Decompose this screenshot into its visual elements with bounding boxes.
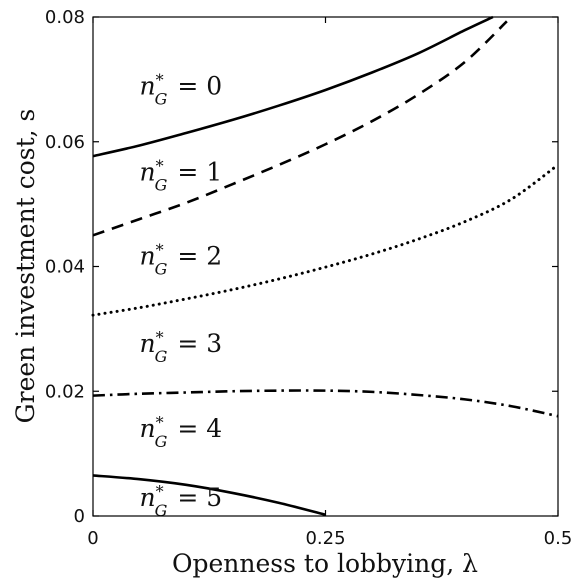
y-tick-label: 0.08	[45, 7, 85, 28]
y-tick-label: 0.04	[45, 257, 85, 278]
y-tick-label: 0.06	[45, 132, 85, 153]
region-label-2: n* G = 2	[140, 240, 223, 278]
series-line-0	[92, 15, 494, 158]
y-tick-label: 0.02	[45, 381, 85, 402]
x-tick-label: 0	[87, 528, 98, 549]
region-label-4: n* G = 4	[140, 412, 223, 450]
region-label-1: n* G = 1	[140, 156, 223, 194]
x-axis-label: Openness to lobbying, λ	[172, 549, 478, 578]
x-tick-label: 0.25	[305, 528, 345, 549]
region-label-layer: n* G = 0 n* G = 1 n* G = 2 n* G = 3 n* G = 4 n* G =…	[140, 70, 223, 520]
y-axis-label: Green investment cost, s	[11, 109, 40, 424]
series-line-2	[91, 163, 560, 317]
region-label-3: n* G = 3	[140, 327, 223, 365]
series-line-3	[92, 389, 559, 418]
x-tick-label: 0.5	[544, 528, 573, 549]
region-label-0: n* G = 0	[140, 70, 223, 108]
tick-layer: 0 0.25 0.5 0 0.02 0.04 0.06 0.08	[45, 7, 572, 549]
series-line-4	[92, 474, 326, 517]
series-line-1	[92, 20, 508, 237]
y-tick-label: 0	[74, 506, 85, 527]
region-label-5: n* G = 5	[140, 482, 223, 520]
series-layer	[91, 15, 560, 517]
